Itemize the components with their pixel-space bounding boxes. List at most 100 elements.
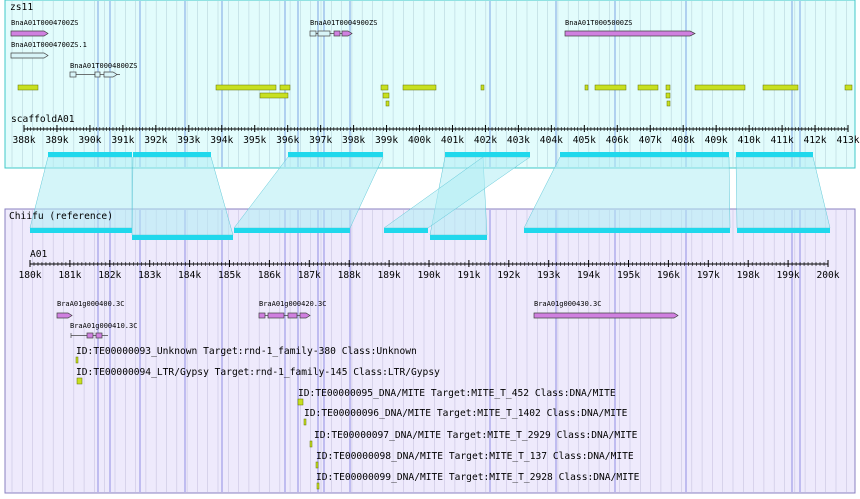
synteny-block <box>133 152 211 157</box>
tick-label: 186k <box>258 270 281 281</box>
tick-label: 411k <box>771 135 794 146</box>
synteny-block <box>288 152 383 157</box>
synteny-block <box>30 228 132 233</box>
gene-label: BnaA01T0004700ZS <box>11 19 78 27</box>
genes <box>56 312 679 339</box>
tick-label: 198k <box>737 270 760 281</box>
genes <box>10 30 696 78</box>
tick-label: 397k <box>309 135 332 146</box>
feature <box>665 84 671 91</box>
tick-label: 199k <box>777 270 800 281</box>
tick-label: 398k <box>342 135 365 146</box>
tick-label: 403k <box>507 135 530 146</box>
tick-label: 180k <box>18 270 41 281</box>
gene-label: BraA01g000430.3C <box>534 300 601 308</box>
gene-label: BraA01g000400.3C <box>57 300 124 308</box>
gene-label: BnaA01T0004800ZS <box>70 62 137 70</box>
tick-label: 410k <box>738 135 761 146</box>
repeat <box>309 440 313 448</box>
track-label: A01 <box>30 249 48 260</box>
tick-label: 405k <box>573 135 596 146</box>
repeat <box>316 482 320 490</box>
feature <box>279 84 291 91</box>
tick-label: 409k <box>705 135 728 146</box>
tick-label: 182k <box>98 270 121 281</box>
synteny-link <box>523 156 731 229</box>
repeat <box>315 461 319 469</box>
tick-label: 190k <box>417 270 440 281</box>
synteny-block <box>524 228 730 233</box>
query-panel <box>4 0 856 169</box>
tick-label: 192k <box>497 270 520 281</box>
feature <box>402 84 437 91</box>
repeat-label: ID:TE00000094_LTR/Gypsy Target:rnd-1_fam… <box>76 367 440 378</box>
tick-label: 391k <box>111 135 134 146</box>
feature <box>584 84 589 91</box>
tick-label: 395k <box>243 135 266 146</box>
repeat <box>303 418 307 426</box>
tick-label: 181k <box>58 270 81 281</box>
repeat <box>297 398 304 406</box>
tick-label: 390k <box>78 135 101 146</box>
feature <box>259 92 289 99</box>
repeat <box>76 377 83 385</box>
synteny-block <box>132 235 233 240</box>
tick-label: 189k <box>378 270 401 281</box>
feature <box>666 100 671 107</box>
synteny-block <box>384 228 428 233</box>
feature <box>637 84 659 91</box>
synteny-block <box>48 152 132 157</box>
tick-label: 401k <box>441 135 464 146</box>
tick-label: 394k <box>210 135 233 146</box>
synteny-block <box>560 152 729 157</box>
tick-label: 402k <box>474 135 497 146</box>
feature <box>385 100 390 107</box>
gene-label: BraA01g000410.3C <box>70 322 137 330</box>
tick-label: 191k <box>457 270 480 281</box>
synteny-block <box>483 152 530 157</box>
tick-label: 388k <box>12 135 35 146</box>
gene-label: BnaA01T0005000ZS <box>565 19 632 27</box>
features <box>17 84 853 107</box>
track-label: scaffoldA01 <box>11 114 75 125</box>
synteny-block <box>234 228 350 233</box>
feature <box>215 84 277 91</box>
panel-title: Chiifu (reference) <box>9 211 113 222</box>
tick-label: 197k <box>697 270 720 281</box>
tick-label: 195k <box>617 270 640 281</box>
feature <box>480 84 485 91</box>
feature <box>380 84 389 91</box>
feature <box>594 84 627 91</box>
tick-label: 400k <box>408 135 431 146</box>
synteny-block <box>737 228 830 233</box>
feature <box>382 92 390 99</box>
tick-label: 392k <box>144 135 167 146</box>
repeat-label: ID:TE00000096_DNA/MITE Target:MITE_T_140… <box>304 408 628 419</box>
repeat-label: ID:TE00000097_DNA/MITE Target:MITE_T_292… <box>314 430 638 441</box>
synteny-block <box>445 152 483 157</box>
tick-label: 187k <box>298 270 321 281</box>
gene-label: BraA01g000420.3C <box>259 300 326 308</box>
tick-label: 185k <box>218 270 241 281</box>
tick-label: 194k <box>577 270 600 281</box>
tick-label: 196k <box>657 270 680 281</box>
tick-label: 413k <box>836 135 859 146</box>
feature <box>844 84 853 91</box>
feature <box>17 84 39 91</box>
gene-label: BnaA01T0004900ZS <box>310 19 377 27</box>
repeat-label: ID:TE00000093_Unknown Target:rnd-1_famil… <box>76 346 417 357</box>
feature <box>665 92 671 99</box>
tick-label: 389k <box>45 135 68 146</box>
tick-label: 412k <box>803 135 826 146</box>
synteny-block <box>430 235 487 240</box>
gene-label: BnaA01T0004700ZS.1 <box>11 41 87 49</box>
feature <box>762 84 799 91</box>
repeat <box>75 356 79 364</box>
tick-label: 407k <box>639 135 662 146</box>
repeat-label: ID:TE00000098_DNA/MITE Target:MITE_T_137… <box>316 451 634 462</box>
synteny-block <box>736 152 813 157</box>
tick-label: 404k <box>540 135 563 146</box>
repeat-label: ID:TE00000095_DNA/MITE Target:MITE_T_452… <box>298 388 616 399</box>
reference-panel <box>4 208 856 494</box>
